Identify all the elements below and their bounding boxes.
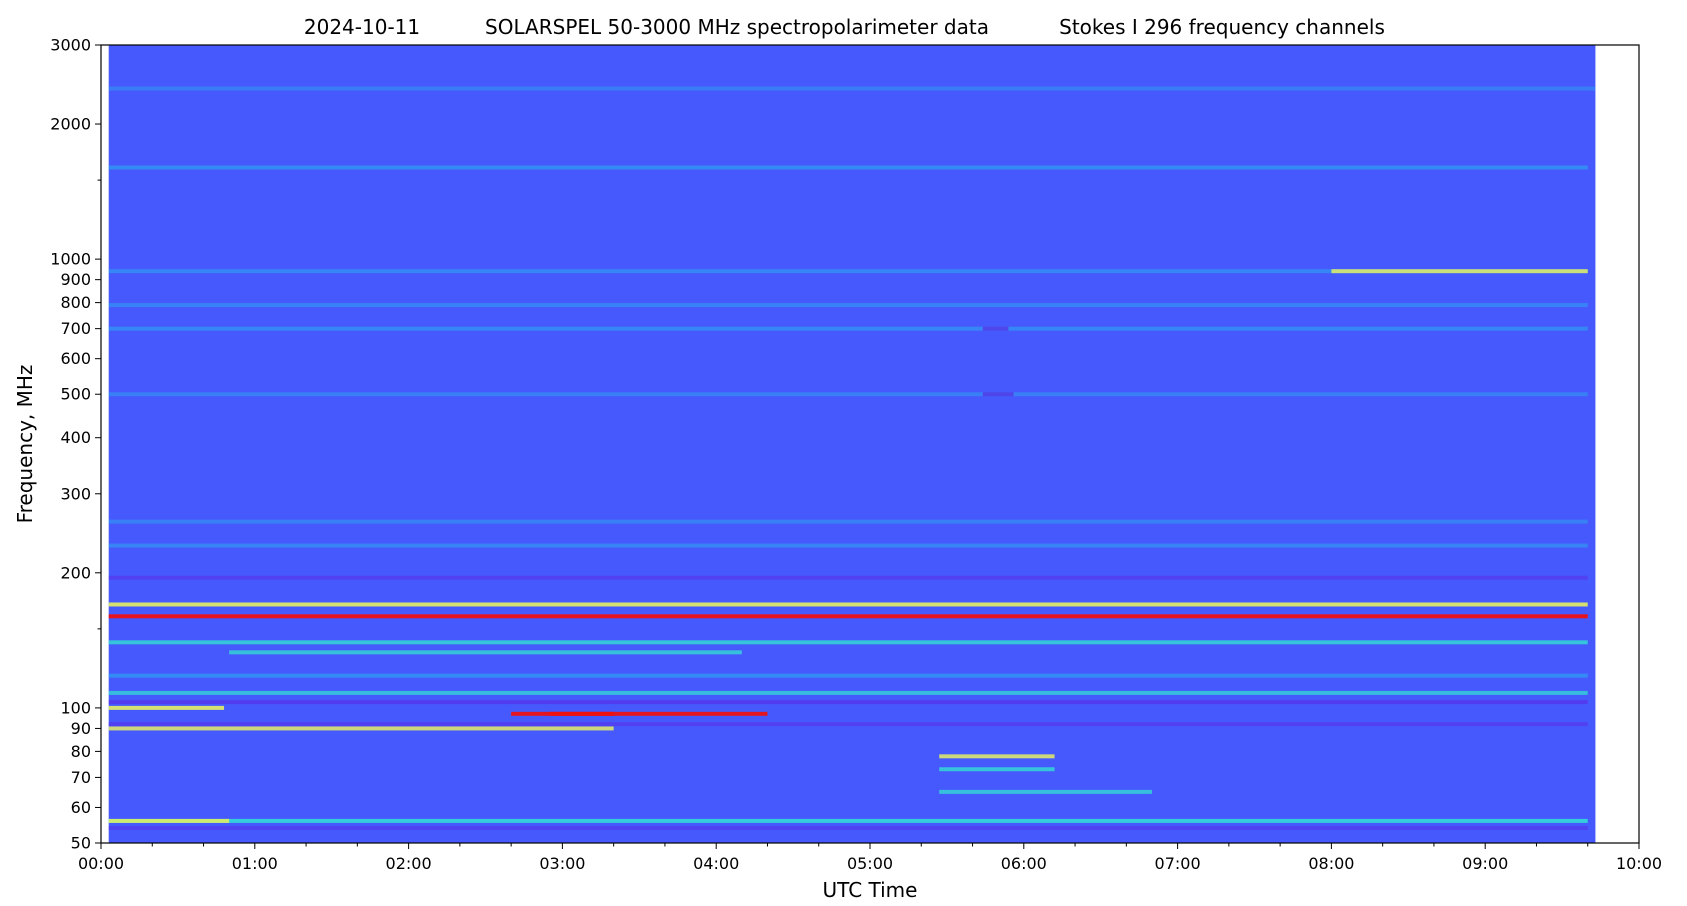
- heatmap-band: [108, 575, 1588, 580]
- y-tick-label: 1000: [50, 250, 91, 269]
- heatmap-band: [511, 711, 768, 716]
- y-tick-label: 90: [71, 719, 91, 738]
- x-tick-label: 01:00: [232, 854, 278, 873]
- y-tick-label: 200: [60, 563, 91, 582]
- chart-title-stokes: Stokes I 296 frequency channels: [1059, 15, 1385, 39]
- y-tick-label: 3000: [50, 36, 91, 55]
- y-tick-label: 800: [60, 293, 91, 312]
- heatmap-band: [108, 700, 1588, 705]
- heatmap-band: [108, 690, 1588, 695]
- heatmap-band: [108, 818, 1588, 823]
- x-tick-label: 09:00: [1462, 854, 1508, 873]
- heatmap-band: [108, 165, 1588, 170]
- y-tick-label: 100: [60, 698, 91, 717]
- y-tick-label: 600: [60, 349, 91, 368]
- x-tick-label: 07:00: [1155, 854, 1201, 873]
- heatmap-band: [108, 303, 1588, 308]
- chart-title-date: 2024-10-11: [304, 15, 420, 39]
- heatmap-layer: [108, 45, 1596, 843]
- x-tick-label: 10:00: [1616, 854, 1662, 873]
- heatmap-band: [229, 650, 742, 655]
- heatmap-band: [108, 602, 1588, 607]
- heatmap-band: [108, 826, 1588, 831]
- y-tick-label: 700: [60, 319, 91, 338]
- heatmap-band: [108, 326, 1588, 331]
- x-axis: 00:00 01:00 02:00 03:00 04:00 05:00 06:00 07:00…: [78, 843, 1662, 873]
- heatmap-band: [108, 726, 614, 731]
- y-tick-label: 400: [60, 428, 91, 447]
- heatmap-band: [939, 754, 1055, 759]
- heatmap-band: [108, 519, 1588, 524]
- x-tick-label: 06:00: [1001, 854, 1047, 873]
- x-tick-label: 03:00: [539, 854, 585, 873]
- y-tick-label: 500: [60, 385, 91, 404]
- heatmap-band: [108, 269, 1588, 274]
- chart-title-instrument: SOLARSPEL 50-3000 MHz spectropolarimeter…: [485, 15, 989, 39]
- heatmap-band: [108, 640, 1588, 645]
- heatmap-band: [108, 614, 1588, 619]
- y-axis-label: Frequency, MHz: [13, 365, 37, 524]
- heatmap-band: [108, 543, 1588, 548]
- heatmap-band: [982, 392, 1014, 397]
- heatmap-band: [1331, 269, 1588, 274]
- y-tick-label: 900: [60, 270, 91, 289]
- heatmap-band: [108, 392, 1588, 397]
- x-tick-label: 02:00: [386, 854, 432, 873]
- heatmap-band: [108, 673, 1588, 678]
- y-tick-label: 70: [71, 768, 91, 787]
- y-tick-label: 60: [71, 798, 91, 817]
- y-tick-label: 50: [71, 834, 91, 853]
- heatmap-background: [108, 45, 1596, 843]
- x-tick-label: 04:00: [693, 854, 739, 873]
- heatmap-band: [939, 789, 1152, 794]
- heatmap-band: [108, 705, 225, 710]
- heatmap-band: [108, 86, 1596, 91]
- heatmap-band: [108, 722, 1588, 727]
- x-tick-label: 05:00: [847, 854, 893, 873]
- heatmap-band: [939, 767, 1055, 772]
- heatmap-band: [108, 818, 230, 823]
- heatmap-band: [549, 711, 614, 716]
- x-axis-label: UTC Time: [823, 878, 918, 902]
- y-tick-label: 80: [71, 742, 91, 761]
- y-tick-label: 2000: [50, 115, 91, 134]
- x-tick-label: 00:00: [78, 854, 124, 873]
- heatmap-band: [982, 326, 1009, 331]
- x-tick-label: 08:00: [1308, 854, 1354, 873]
- y-tick-label: 300: [60, 484, 91, 503]
